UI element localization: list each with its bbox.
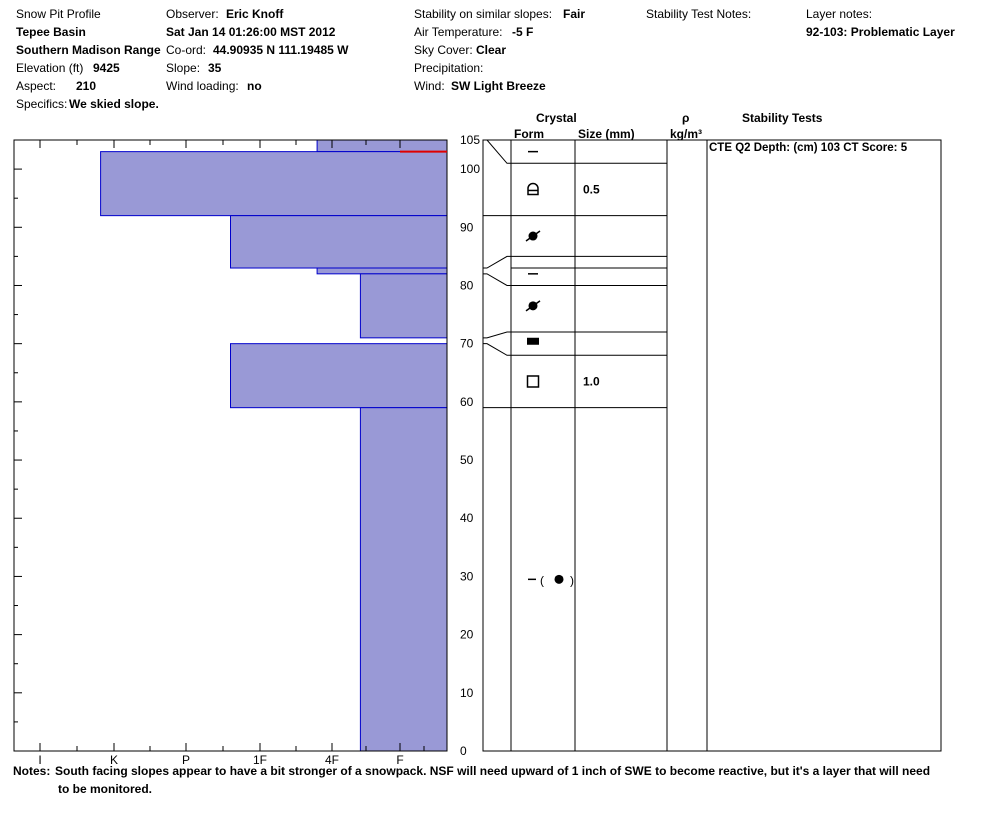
depth-label-30: 30 — [460, 569, 474, 583]
depth-label-0: 0 — [460, 744, 467, 758]
hardness-panel-border — [13, 139, 448, 752]
wind-value: SW Light Breeze — [451, 79, 546, 93]
crystal-symbol-rounds-7: () — [528, 573, 574, 587]
svg-text:): ) — [570, 573, 574, 587]
specifics-label: Specifics: — [16, 97, 68, 111]
crystal-size-1: 0.5 — [583, 182, 600, 196]
crystal-symbol-box-filled-5 — [527, 337, 539, 345]
stability-label: Stability on similar slopes: — [414, 7, 553, 21]
sky-label: Sky Cover: — [414, 43, 473, 57]
depth-label-40: 40 — [460, 511, 474, 525]
hardness-label-P: P — [182, 753, 190, 767]
crystal-symbol-slash-dot-4 — [525, 300, 541, 312]
hardness-label-4F: 4F — [325, 753, 339, 767]
slope-label: Slope: — [166, 61, 201, 75]
depth-label-100: 100 — [460, 162, 480, 176]
layer-connector-0 — [483, 139, 511, 164]
observer-value: Eric Knoff — [226, 7, 284, 21]
stability-value: Fair — [563, 7, 586, 21]
stability-tests-header: Stability Tests — [742, 111, 823, 125]
wind-loading-label: Wind loading: — [166, 79, 239, 93]
slope-value: 35 — [208, 61, 222, 75]
coord-value: 44.90935 N 111.19485 W — [213, 43, 349, 57]
hardness-layer-4 — [359, 273, 448, 339]
crystal-symbol-square-6 — [526, 375, 540, 388]
elevation-value: 9425 — [93, 61, 120, 75]
precip-label: Precipitation: — [414, 61, 484, 75]
sky-value: Clear — [476, 43, 507, 57]
air-temp-value: -5 F — [512, 25, 534, 39]
layer-connector-3 — [483, 273, 511, 286]
hardness-layer-3 — [316, 267, 448, 275]
location: Tepee Basin — [16, 25, 86, 39]
notes-line-1: South facing slopes appear to have a bit… — [55, 764, 931, 778]
depth-label-10: 10 — [460, 686, 474, 700]
depth-label-60: 60 — [460, 395, 474, 409]
stability-notes-label: Stability Test Notes: — [646, 7, 752, 21]
crystal-symbol-slash-dot-2 — [525, 230, 541, 242]
layer-connector-4 — [483, 331, 511, 339]
crystal-size-6: 1.0 — [583, 374, 600, 388]
wind-loading-value: no — [247, 79, 262, 93]
aspect-value: 210 — [76, 79, 97, 93]
depth-label-105: 105 — [460, 133, 480, 147]
notes-label: Notes: — [13, 764, 51, 778]
hardness-label-I: I — [38, 753, 41, 767]
wind-label: Wind: — [414, 79, 445, 93]
datetime: Sat Jan 14 01:26:00 MST 2012 — [166, 25, 336, 39]
hardness-layer-1 — [100, 151, 448, 217]
specifics-value: We skied slope. — [69, 97, 159, 111]
stability-test-entry: CTE Q2 Depth: (cm) 103 CT Score: 5 — [709, 142, 908, 154]
depth-label-20: 20 — [460, 628, 474, 642]
layer-notes-value: 92-103: Problematic Layer — [806, 25, 955, 39]
elevation-label: Elevation (ft) — [16, 61, 84, 75]
notes-line-2: to be monitored. — [58, 782, 152, 796]
depth-label-80: 80 — [460, 278, 474, 292]
layer-connector-5 — [483, 343, 511, 356]
depth-label-70: 70 — [460, 337, 474, 351]
hardness-label-K: K — [110, 753, 118, 767]
range: Southern Madison Range — [16, 43, 161, 57]
hardness-label-F: F — [396, 753, 403, 767]
crystal-header: Crystal — [536, 111, 577, 125]
crystal-symbol-arch-1 — [527, 182, 539, 196]
profile-title: Snow Pit Profile — [16, 7, 101, 21]
hardness-layer-7 — [359, 407, 448, 752]
rho-header: ρ — [682, 111, 690, 125]
hardness-panel: I K P 1F 4F F — [13, 139, 448, 767]
crystal-table-border — [482, 139, 942, 752]
coord-label: Co-ord: — [166, 43, 207, 57]
air-temp-label: Air Temperature: — [414, 25, 503, 39]
crystal-panel: 0.5 1.0 () — [482, 139, 942, 752]
hardness-layer-6 — [230, 343, 448, 409]
svg-text:(: ( — [540, 573, 544, 587]
layer-notes-label: Layer notes: — [806, 7, 873, 21]
size-header: Size (mm) — [578, 127, 635, 141]
depth-label-90: 90 — [460, 220, 474, 234]
depth-axis: 0 10 20 30 40 50 60 70 80 90 100 105 — [460, 133, 480, 758]
layer-connector-2 — [483, 255, 511, 269]
density-unit-header: kg/m³ — [670, 127, 703, 141]
observer-label: Observer: — [166, 7, 219, 21]
hardness-layer-2 — [230, 215, 448, 269]
aspect-label: Aspect: — [16, 79, 57, 93]
form-header: Form — [514, 127, 544, 141]
hardness-layer-0 — [316, 139, 448, 153]
hardness-label-1F: 1F — [253, 753, 267, 767]
depth-label-50: 50 — [460, 453, 474, 467]
